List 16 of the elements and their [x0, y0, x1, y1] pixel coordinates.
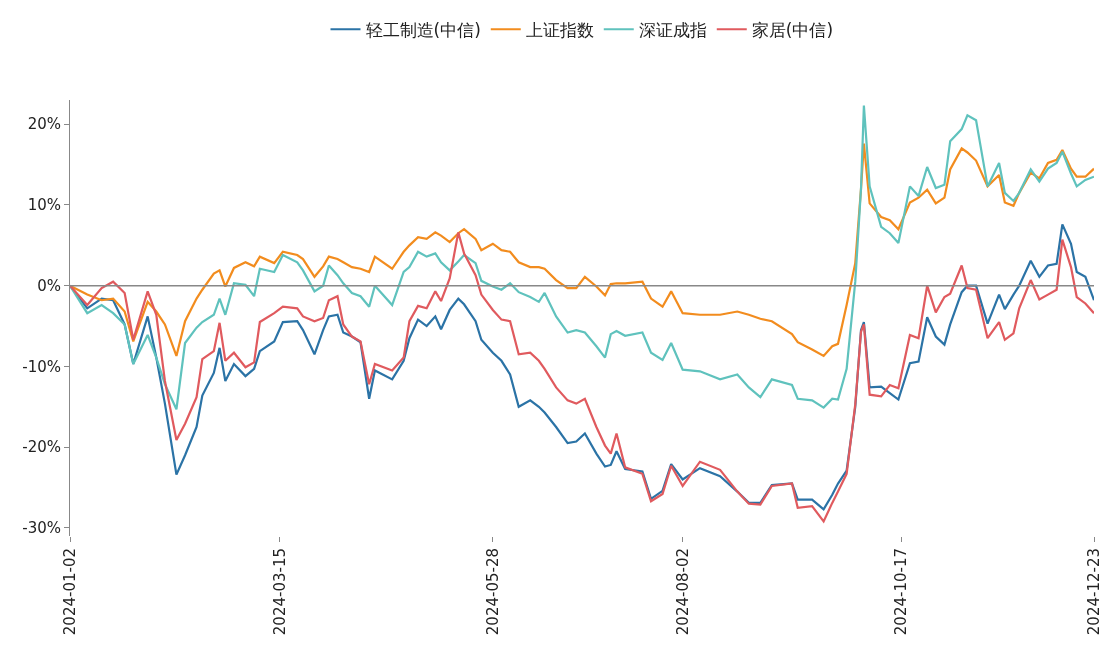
legend-label: 家居(中信) — [751, 19, 834, 40]
y-tick-label: 20% — [27, 115, 61, 134]
x-tick-label: 2024-05-28 — [483, 548, 502, 636]
x-tick-label: 2024-01-02 — [60, 548, 79, 636]
x-tick-label: 2024-12-23 — [1084, 548, 1103, 636]
legend-label: 深证成指 — [638, 19, 707, 40]
x-tick-label: 2024-03-15 — [270, 548, 289, 636]
x-tick-label: 2024-08-02 — [673, 548, 692, 636]
y-tick-label: 0% — [37, 276, 61, 295]
x-tick-label: 2024-10-17 — [892, 548, 911, 636]
y-tick-label: -10% — [22, 357, 61, 376]
y-tick-label: -30% — [22, 519, 61, 538]
legend-label: 上证指数 — [525, 19, 594, 40]
y-tick-label: 10% — [27, 196, 61, 215]
legend-label: 轻工制造(中信) — [365, 19, 481, 40]
y-tick-label: -20% — [22, 438, 61, 457]
